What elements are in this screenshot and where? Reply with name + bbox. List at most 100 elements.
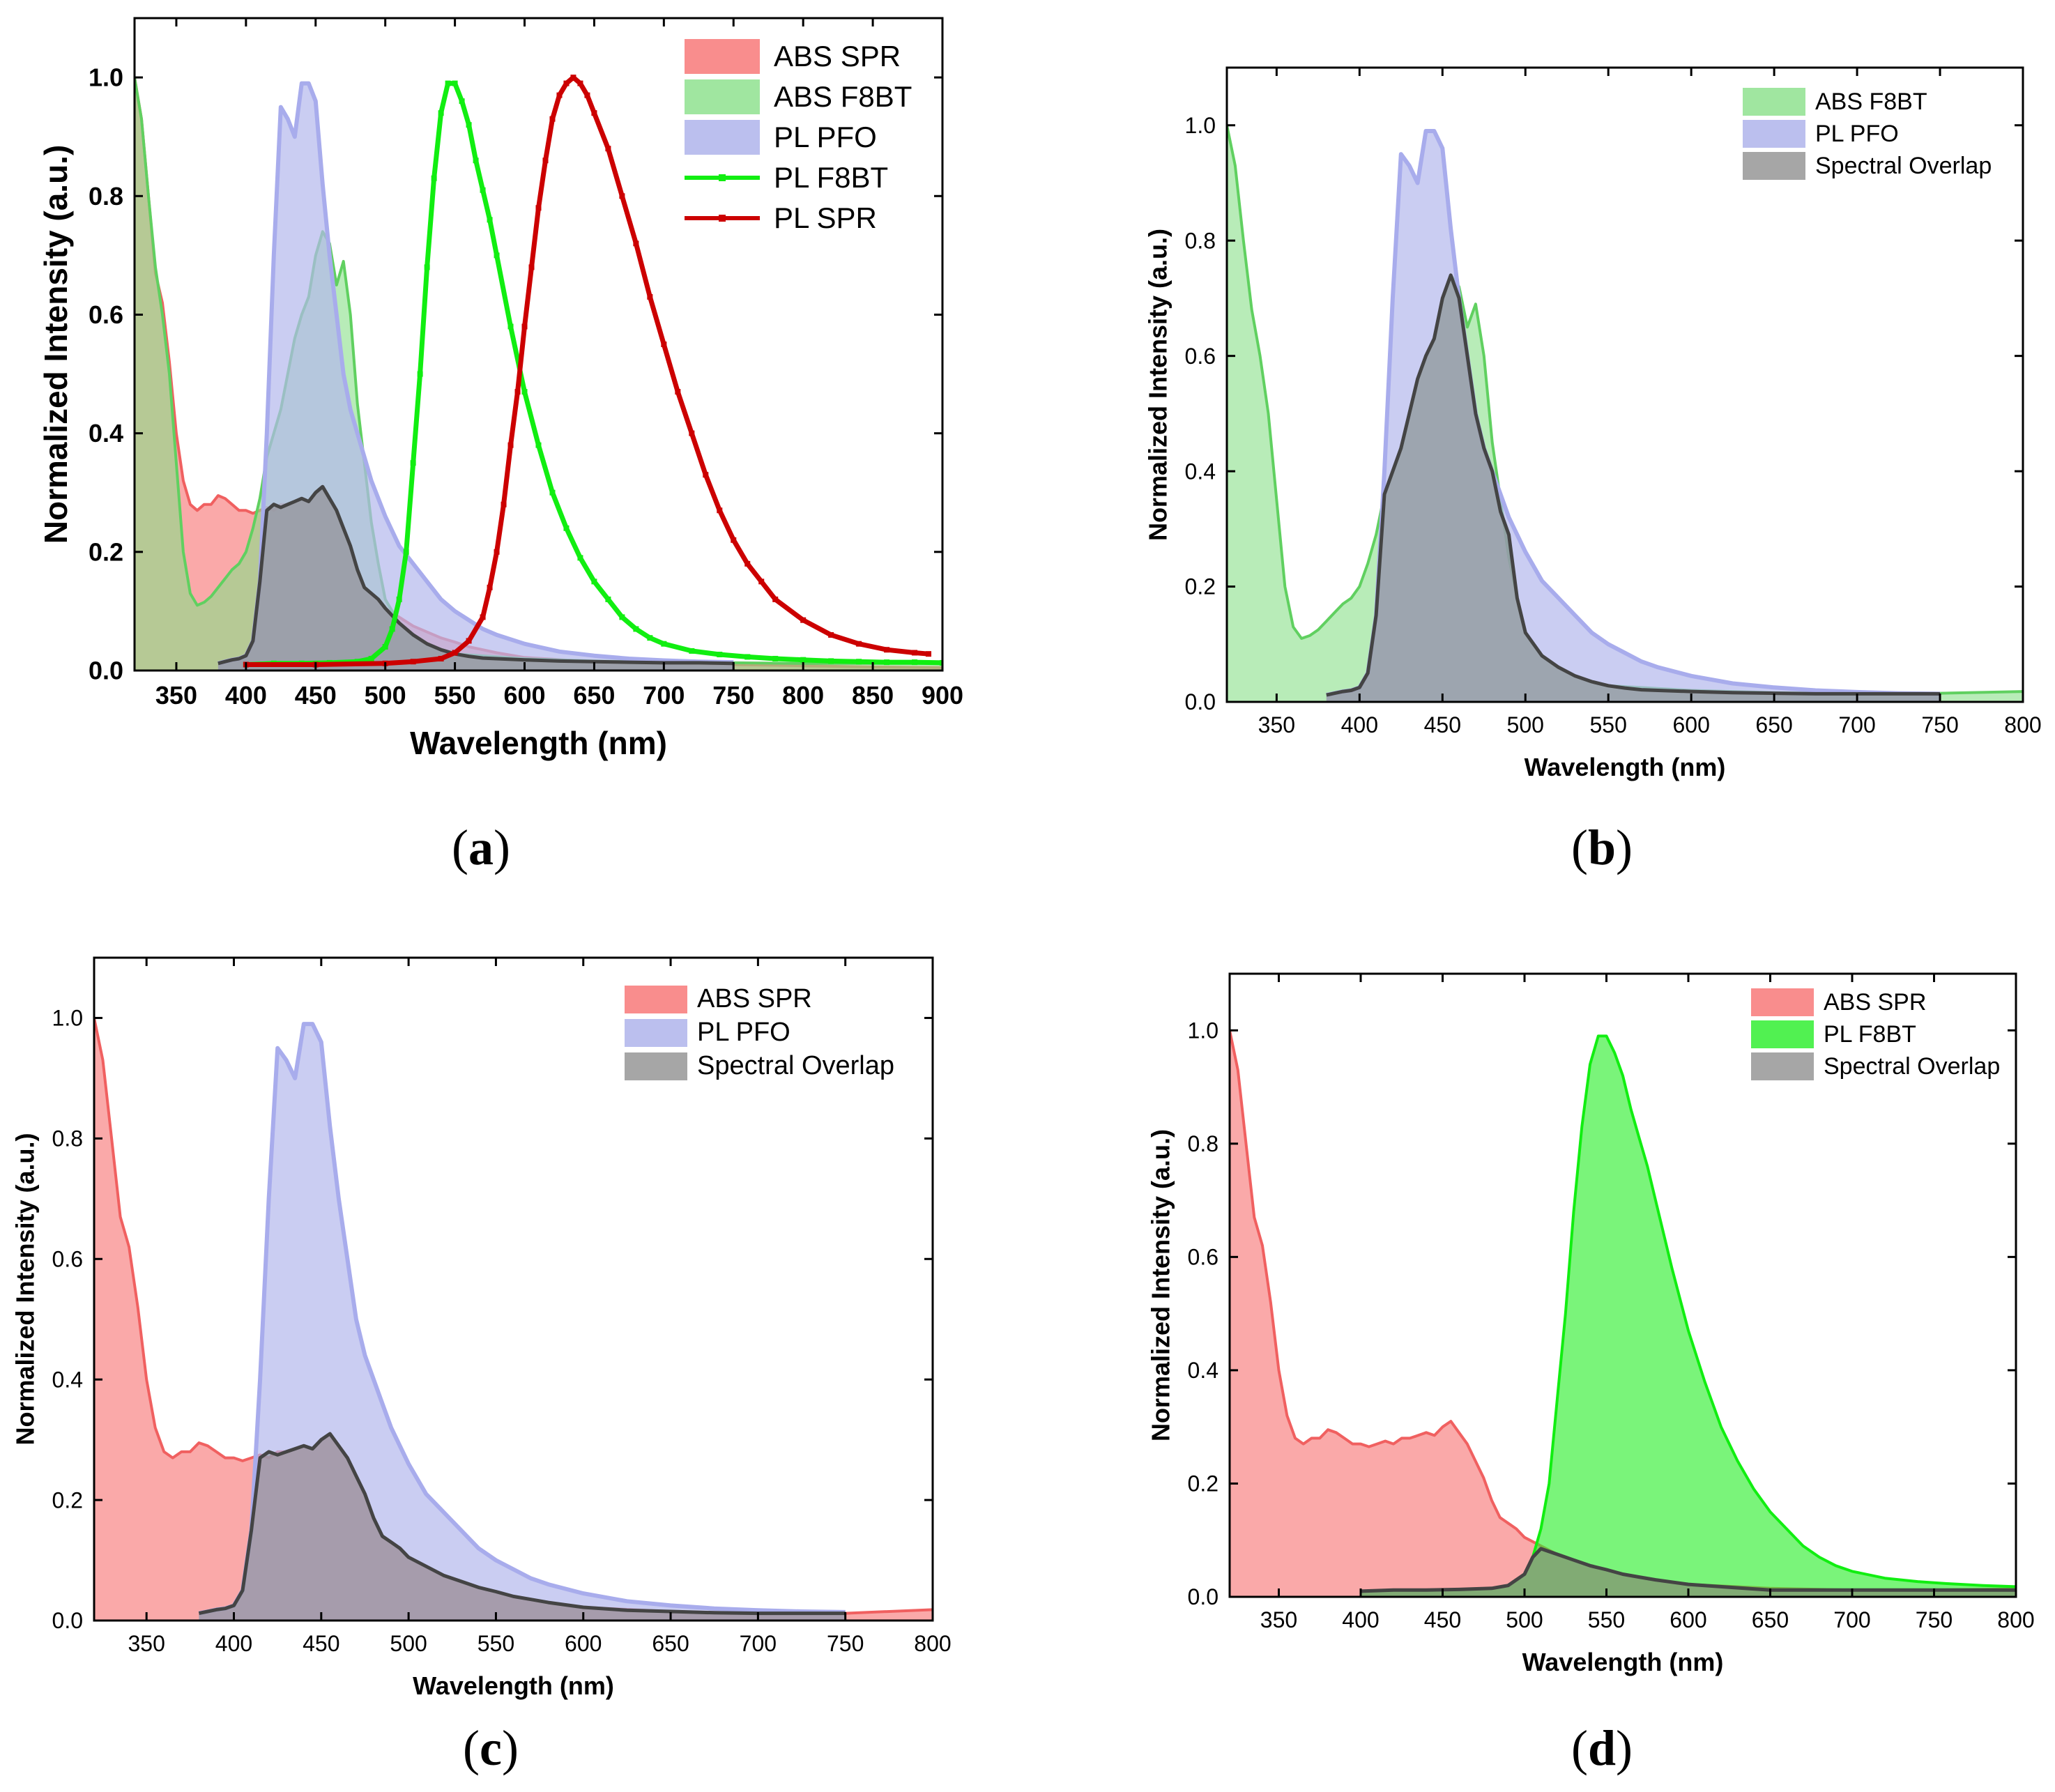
y-tick-label: 0.6 <box>1185 344 1216 369</box>
legend-label: ABS SPR <box>774 40 901 72</box>
x-tick-label: 400 <box>1342 1607 1379 1632</box>
legend-swatch <box>1743 120 1805 148</box>
y-tick-label: 0.2 <box>1185 574 1216 599</box>
y-tick-label: 1.0 <box>52 1006 83 1031</box>
y-tick-label: 0.4 <box>1188 1358 1219 1383</box>
series-pl-f8bt-point <box>368 655 374 661</box>
series-pl-spr-point <box>800 617 807 623</box>
legend-label: PL F8BT <box>1824 1021 1916 1048</box>
series-spectral-overlap-outline <box>217 484 734 666</box>
plot-frame <box>133 17 944 672</box>
series-pl-f8bt-point <box>577 555 583 561</box>
legend-label: PL PFO <box>1815 121 1899 147</box>
legend-label: ABS SPR <box>1824 989 1926 1016</box>
panel-label-a: (a) <box>452 820 510 875</box>
y-tick-label: 1.0 <box>1185 113 1216 138</box>
series-pl-spr-point <box>591 110 597 116</box>
series-pl-f8bt-point <box>424 264 430 270</box>
series-pl-pfo-outline <box>198 1022 846 1616</box>
x-tick-label: 500 <box>1507 712 1544 737</box>
series-pl-f8bt-point <box>591 579 597 585</box>
legend-swatch <box>685 79 760 114</box>
legend-item: ABS F8BT <box>1743 88 1927 116</box>
y-tick-label: 0.8 <box>1185 228 1216 253</box>
legend-item: ABS SPR <box>625 984 812 1013</box>
legend-item: PL F8BT <box>1751 1020 1916 1048</box>
series-pl-spr-point <box>494 549 500 555</box>
series-pl-f8bt-point <box>494 252 500 259</box>
series-abs-spr-area <box>1230 1030 2016 1597</box>
x-tick-label: 500 <box>365 681 406 710</box>
y-tick-label: 0.8 <box>89 182 123 210</box>
series-pl-spr-point <box>731 537 737 543</box>
x-tick-label: 650 <box>573 681 615 710</box>
series-pl-f8bt-point <box>403 549 409 555</box>
x-tick-label: 900 <box>922 681 963 710</box>
x-tick-label: 550 <box>478 1631 514 1656</box>
legend-label: PL F8BT <box>774 161 888 194</box>
x-tick-label: 700 <box>643 681 685 710</box>
y-tick-label: 0.2 <box>52 1487 83 1513</box>
x-tick-label: 750 <box>1916 1607 1953 1632</box>
series-pl-spr-point <box>563 80 570 86</box>
legend-swatch <box>1743 152 1805 180</box>
x-tick-label: 450 <box>1424 1607 1461 1632</box>
x-tick-label: 650 <box>652 1631 689 1656</box>
series-pl-f8bt-point <box>431 175 437 181</box>
x-axis-label: Wavelength (nm) <box>1522 1648 1724 1676</box>
x-tick-label: 400 <box>1341 712 1378 737</box>
x-tick-label: 350 <box>1260 1607 1297 1632</box>
legend-swatch <box>1751 1020 1814 1048</box>
x-tick-label: 750 <box>1921 712 1958 737</box>
series-pl-spr-point <box>570 75 576 81</box>
series-pl-spr-point <box>619 193 625 199</box>
series-pl-spr-point <box>410 659 416 665</box>
series-pl-spr-point <box>452 650 458 656</box>
series-spectral-overlap-area <box>1326 275 1940 702</box>
legend-swatch <box>685 120 760 155</box>
y-tick-label: 0.0 <box>1185 689 1216 714</box>
series-pl-f8bt-point <box>445 80 451 86</box>
y-tick-label: 1.0 <box>1188 1018 1219 1043</box>
series-pl-f8bt-point <box>452 80 458 86</box>
series-pl-spr-point <box>717 507 723 514</box>
series-spectral-overlap-area <box>199 1434 846 1621</box>
legend-label: ABS F8BT <box>774 80 912 113</box>
legend-item: PL PFO <box>625 1018 790 1047</box>
legend-swatch <box>625 1052 687 1080</box>
series-pl-spr-point <box>542 158 549 164</box>
series-pl-spr-point <box>501 501 507 507</box>
series-pl-f8bt-point <box>828 658 834 664</box>
series-pl-spr-point <box>535 205 542 211</box>
series-pl-spr-point <box>689 430 695 436</box>
legend-label: ABS F8BT <box>1815 89 1927 115</box>
legend-label: Spectral Overlap <box>697 1051 894 1080</box>
series-pl-spr-point <box>584 92 590 98</box>
x-tick-label: 800 <box>2004 712 2041 737</box>
x-tick-label: 550 <box>434 681 476 710</box>
series-pl-f8bt-area <box>1361 1036 2016 1597</box>
series-pl-f8bt-point <box>619 614 625 620</box>
legend-item: Spectral Overlap <box>625 1051 894 1080</box>
x-tick-label: 700 <box>1833 1607 1870 1632</box>
y-tick-label: 0.8 <box>52 1126 83 1151</box>
series-pl-f8bt-point <box>396 596 402 602</box>
series-pl-spr-point <box>549 116 556 122</box>
plot-area <box>1230 1029 2016 1597</box>
legend-swatch-marker <box>719 174 726 181</box>
series-pl-spr-point <box>926 651 932 657</box>
x-tick-label: 450 <box>295 681 337 710</box>
series-pl-spr-point <box>703 472 709 478</box>
series-spectral-overlap-outline <box>198 1432 846 1616</box>
series-pl-f8bt-point <box>661 641 667 647</box>
legend-item: PL PFO <box>1743 120 1899 148</box>
series-pl-spr-point <box>466 638 472 644</box>
y-tick-label: 0.0 <box>1188 1584 1219 1609</box>
series-spectral-overlap-outline <box>1326 273 1940 697</box>
series-pl-f8bt-point <box>535 442 542 448</box>
series-pl-f8bt-point <box>480 187 486 193</box>
x-tick-label: 550 <box>1588 1607 1625 1632</box>
legend-label: PL PFO <box>697 1018 790 1047</box>
series-pl-f8bt-point <box>940 659 942 666</box>
series-pl-f8bt-point <box>647 635 653 641</box>
